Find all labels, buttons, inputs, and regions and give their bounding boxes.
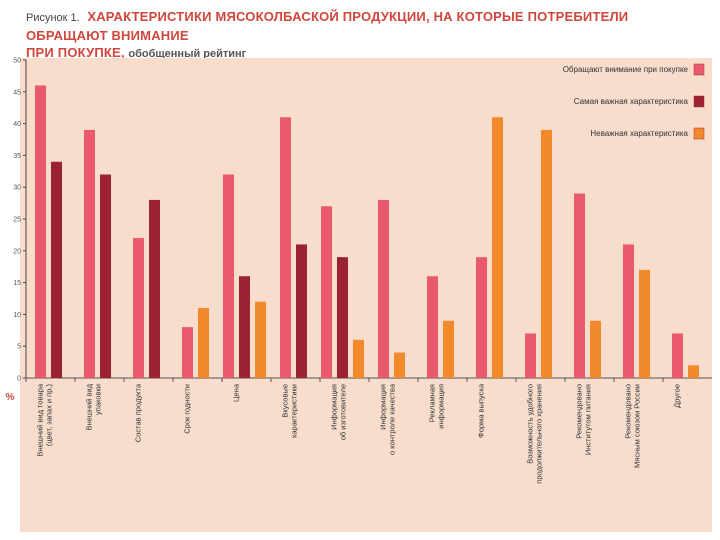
- bar-notice-1: [35, 85, 46, 378]
- x-category-label: Состав продукта: [134, 383, 143, 442]
- x-category-label-line: Рекомендовано: [575, 384, 584, 439]
- x-category-label-line: (цвет, запах и пр.): [45, 384, 54, 447]
- bar-most-important-6: [296, 244, 307, 378]
- bar-notice-12: [574, 193, 585, 378]
- x-category-label-line: Рекомендовано: [624, 384, 633, 439]
- bar-notice-9: [427, 276, 438, 378]
- bar-most-important-2: [100, 174, 111, 378]
- x-category-label: РекомендованоИнститутом питания: [575, 384, 593, 455]
- bar-most-important-7: [337, 257, 348, 378]
- y-axis-label: %: [6, 392, 15, 403]
- x-category-label: Возможность удобногопродолжительного хра…: [526, 384, 544, 484]
- chart-subtitle: обобщенный рейтинг: [128, 48, 247, 60]
- x-axis-categories: Внешний вид товара(цвет, запах и пр.) Вне…: [25, 378, 682, 484]
- bar-notice-6: [280, 117, 291, 379]
- x-category-label: Срок годности: [183, 384, 192, 434]
- legend-swatch: [693, 127, 705, 140]
- y-tick-label: 5: [17, 344, 21, 351]
- bar-notice-5: [223, 174, 234, 378]
- x-category-label-line: Вкусовые: [281, 384, 290, 418]
- y-tick-label: 20: [13, 248, 21, 255]
- y-tick-label: 35: [13, 153, 21, 160]
- x-category-label-line: Институтом питания: [584, 384, 593, 455]
- x-category-label: Другое: [673, 384, 682, 408]
- x-category-label-line: Мясным союзом России: [633, 384, 642, 468]
- x-category-label-line: Рекламная: [428, 384, 437, 422]
- y-tick-label: 0: [17, 376, 21, 383]
- y-tick-label: 25: [13, 217, 21, 224]
- x-category-label-line: об изготовителе: [339, 384, 348, 440]
- x-category-label-line: Форма выпуска: [477, 383, 486, 438]
- bars: [35, 85, 699, 379]
- x-category-label-line: Внешний вид: [85, 383, 94, 430]
- x-category-label: Внешний видупаковки: [85, 383, 103, 430]
- y-tick-label: 45: [13, 89, 21, 96]
- bar-notice-2: [84, 129, 95, 378]
- legend-label: Неважная характеристика: [590, 129, 688, 138]
- bar-notice-13: [623, 244, 634, 378]
- x-category-label-line: упаковки: [94, 384, 103, 415]
- bar-unimportant-9: [443, 320, 454, 378]
- x-category-label: Цена: [232, 383, 241, 402]
- x-category-label-line: информация: [437, 384, 446, 429]
- legend: Обращают внимание при покупке Самая важна…: [563, 63, 705, 140]
- legend-label: Обращают внимание при покупке: [563, 65, 689, 74]
- title-line-2: ПРИ ПОКУПКЕ,: [26, 45, 125, 60]
- bar-unimportant-11: [541, 129, 552, 378]
- legend-swatch: [693, 95, 705, 108]
- legend-swatch: [693, 63, 705, 76]
- x-category-label: Рекламнаяинформация: [428, 384, 446, 429]
- bar-unimportant-5: [255, 301, 266, 378]
- bar-notice-4: [182, 327, 193, 378]
- x-category-label-line: Информация: [330, 384, 339, 430]
- bar-most-important-5: [239, 276, 250, 378]
- x-category-label-line: Другое: [673, 384, 682, 408]
- bar-most-important-1: [51, 161, 62, 378]
- bar-notice-7: [321, 206, 332, 378]
- x-category-label-line: Срок годности: [183, 384, 192, 434]
- figure-label: Рисунок 1.: [26, 12, 80, 24]
- x-category-label-line: характеристики: [290, 384, 299, 438]
- x-category-label: Информацияоб изготовителе: [330, 384, 348, 440]
- x-category-label: Внешний вид товара(цвет, запах и пр.): [36, 383, 54, 456]
- y-tick-label: 15: [13, 280, 21, 287]
- bar-unimportant-14: [688, 365, 699, 378]
- x-category-label: Форма выпуска: [477, 383, 486, 438]
- bar-unimportant-8: [394, 352, 405, 378]
- bar-notice-3: [133, 238, 144, 378]
- bar-unimportant-4: [198, 308, 209, 378]
- bar-most-important-3: [149, 199, 160, 378]
- bar-unimportant-12: [590, 320, 601, 378]
- y-tick-label: 30: [13, 185, 21, 192]
- bar-notice-11: [525, 333, 536, 378]
- bar-notice-10: [476, 257, 487, 378]
- x-category-label-line: Информация: [379, 384, 388, 430]
- y-tick-label: 50: [13, 58, 21, 65]
- x-category-label-line: Цена: [232, 383, 241, 402]
- bar-notice-8: [378, 199, 389, 378]
- chart-title: Рисунок 1. ХАРАКТЕРИСТИКИ МЯСОКОЛБАСКОЙ …: [26, 8, 706, 63]
- x-category-label-line: продолжительного хранения: [535, 384, 544, 484]
- x-category-label-line: о контроле качества: [388, 383, 397, 455]
- legend-label: Самая важная характеристика: [574, 97, 689, 106]
- y-tick-label: 10: [13, 312, 21, 319]
- x-category-label: Вкусовыехарактеристики: [281, 384, 299, 438]
- bar-notice-14: [672, 333, 683, 378]
- bar-unimportant-7: [353, 339, 364, 378]
- x-category-label-line: Состав продукта: [134, 383, 143, 442]
- x-category-label-line: Внешний вид товара: [36, 383, 45, 456]
- x-category-label: РекомендованоМясным союзом России: [624, 384, 642, 468]
- bar-unimportant-10: [492, 117, 503, 379]
- x-category-label-line: Возможность удобного: [526, 384, 535, 464]
- x-category-label: Информацияо контроле качества: [379, 383, 397, 455]
- y-tick-label: 40: [13, 121, 21, 128]
- bar-unimportant-13: [639, 269, 650, 378]
- title-line-1: ХАРАКТЕРИСТИКИ МЯСОКОЛБАСКОЙ ПРОДУКЦИИ, …: [26, 9, 629, 43]
